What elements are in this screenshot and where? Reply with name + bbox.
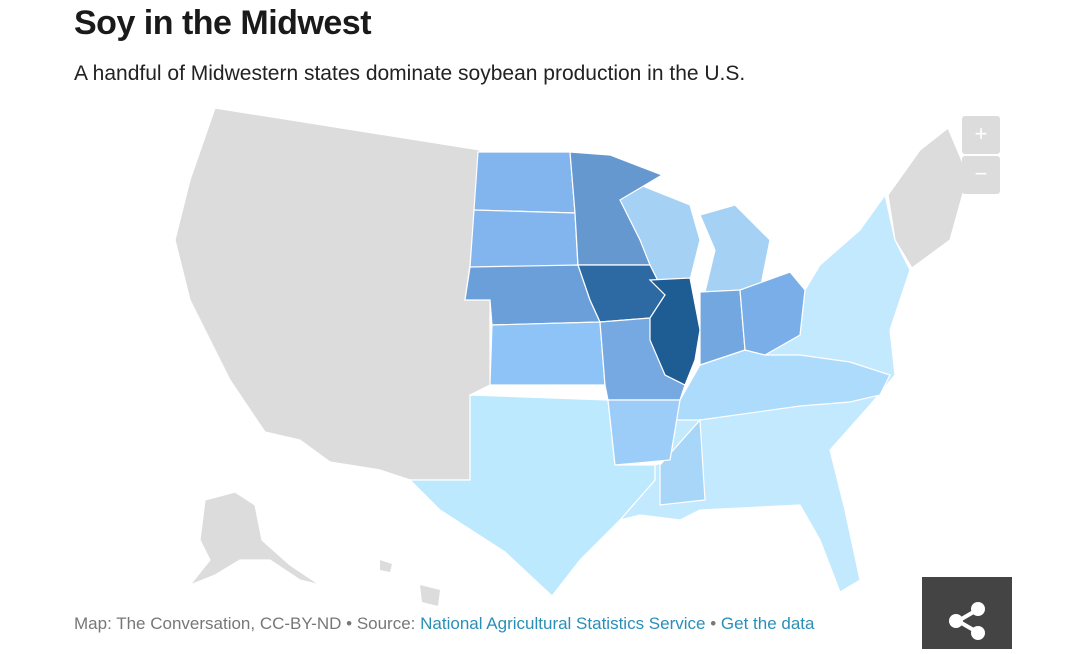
hawaii (420, 585, 440, 606)
minnesota (569, 151, 664, 266)
west-region (174, 107, 491, 481)
subtitle: A handful of Midwestern states dominate … (74, 62, 746, 85)
hawaii (380, 560, 392, 572)
illinois (648, 277, 701, 386)
south-dakota (469, 209, 579, 269)
north-dakota (473, 151, 576, 214)
arkansas (607, 399, 681, 466)
data-link[interactable]: Get the data (720, 614, 815, 633)
footer: Map: The Conversation, CC-BY-ND • Source… (74, 614, 814, 634)
title: Soy in the Midwest (74, 4, 372, 42)
share-button[interactable] (922, 577, 1012, 649)
northeast-region (887, 127, 969, 269)
mississippi (659, 418, 706, 506)
separator: • (346, 614, 353, 633)
ohio (739, 271, 806, 356)
michigan (699, 204, 771, 293)
zoom-out-button[interactable]: − (962, 156, 1000, 194)
share-icon (949, 602, 985, 640)
source-link[interactable]: National Agricultural Statistics Service (420, 614, 706, 633)
separator: • (710, 614, 717, 633)
kansas (489, 321, 606, 386)
source-label: Source: (356, 614, 416, 633)
zoom-in-button[interactable]: + (962, 116, 1000, 154)
credit: Map: The Conversation, CC-BY-ND (74, 614, 342, 633)
alaska (188, 491, 321, 587)
